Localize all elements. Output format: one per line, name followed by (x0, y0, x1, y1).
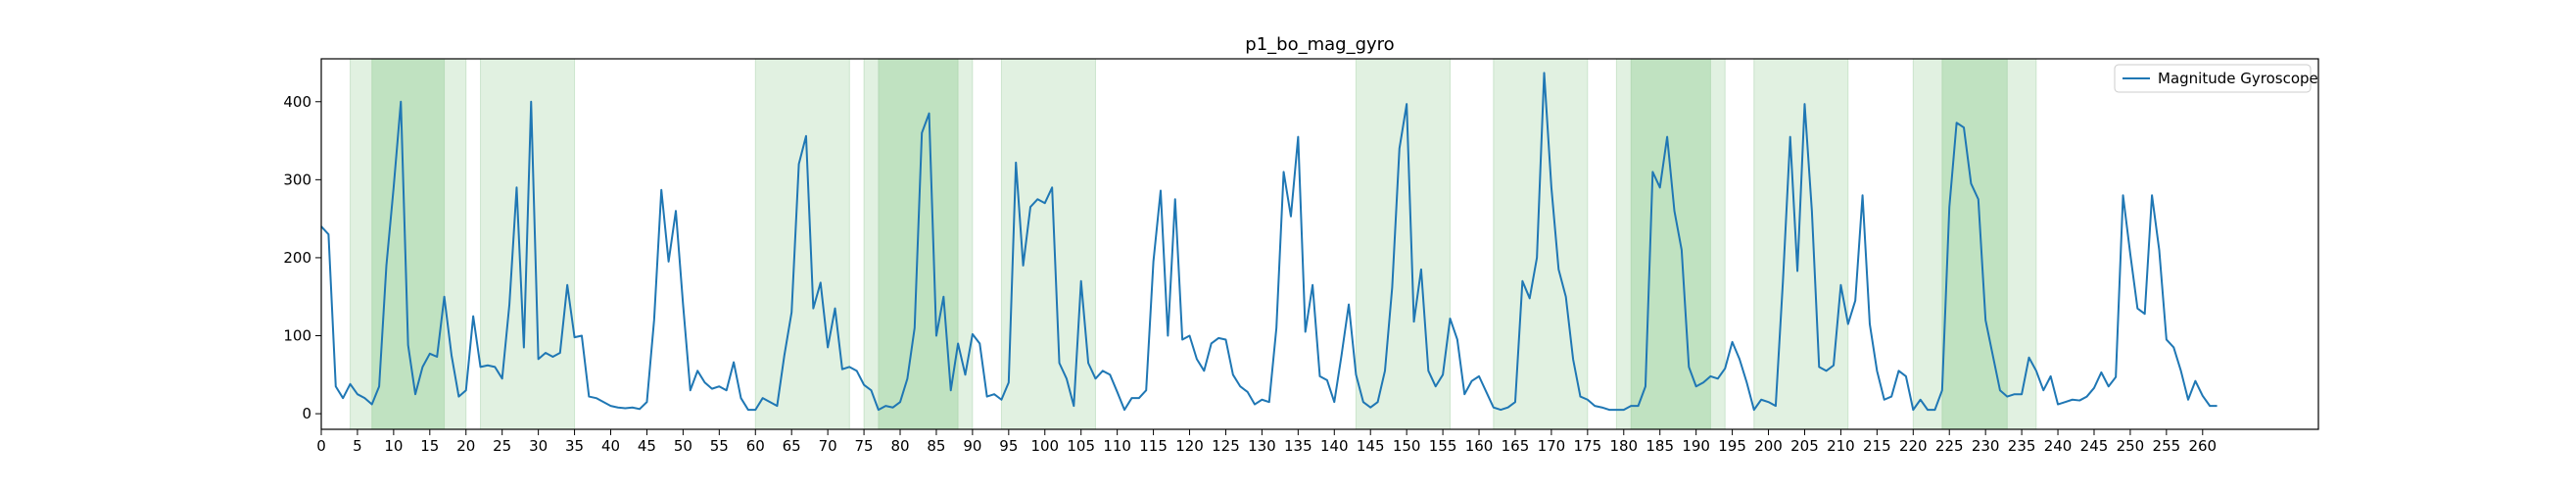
x-axis: 0 5 10 15 20 25 30 35 40 45 50 55 60 65 70 75 80 85 90 95 10… (316, 429, 2217, 455)
plot-frame (320, 58, 2319, 430)
x-tick-label: 75 (855, 437, 874, 455)
x-tick-label: 65 (783, 437, 801, 455)
x-tick-label: 145 (1357, 437, 1385, 455)
x-tick-label: 155 (1429, 437, 1457, 455)
x-tick-label: 100 (1030, 437, 1059, 455)
x-tick-label: 225 (1935, 437, 1964, 455)
x-tick-label: 135 (1284, 437, 1312, 455)
shaded-regions (350, 58, 2037, 430)
x-tick-label: 165 (1502, 437, 1530, 455)
x-tick-label: 50 (674, 437, 692, 455)
x-tick-label: 0 (316, 437, 326, 455)
x-tick-label: 210 (1827, 437, 1855, 455)
x-tick-label: 115 (1139, 437, 1168, 455)
legend: Magnitude Gyroscope (2114, 64, 2318, 93)
x-tick-label: 240 (2044, 437, 2073, 455)
chart-title: p1_bo_mag_gyro (1245, 34, 1394, 55)
x-tick-label: 185 (1646, 437, 1674, 455)
x-tick-label: 235 (2008, 437, 2036, 455)
shaded-region (371, 58, 446, 430)
x-tick-label: 120 (1175, 437, 1204, 455)
x-tick-label: 250 (2117, 437, 2145, 455)
x-tick-label: 125 (1212, 437, 1240, 455)
x-tick-label: 200 (1754, 437, 1783, 455)
x-tick-label: 30 (529, 437, 548, 455)
shaded-region (1355, 58, 1451, 430)
x-tick-label: 190 (1682, 437, 1710, 455)
x-tick-label: 230 (1972, 437, 2000, 455)
x-tick-label: 215 (1863, 437, 1891, 455)
x-tick-label: 95 (999, 437, 1018, 455)
x-tick-label: 80 (890, 437, 909, 455)
x-tick-label: 45 (638, 437, 656, 455)
x-tick-label: 245 (2080, 437, 2109, 455)
x-tick-label: 110 (1103, 437, 1131, 455)
x-tick-label: 25 (493, 437, 511, 455)
shaded-region (1630, 58, 1711, 430)
y-tick-label: 100 (283, 327, 311, 345)
shaded-region (1493, 58, 1589, 430)
x-tick-label: 40 (601, 437, 620, 455)
y-tick-label: 0 (302, 405, 311, 422)
legend-label: Magnitude Gyroscope (2158, 70, 2318, 87)
x-tick-label: 60 (746, 437, 765, 455)
x-tick-label: 105 (1067, 437, 1095, 455)
x-tick-label: 195 (1718, 437, 1746, 455)
shaded-region (754, 58, 850, 430)
x-tick-label: 180 (1609, 437, 1638, 455)
x-tick-label: 130 (1248, 437, 1276, 455)
x-tick-label: 85 (927, 437, 945, 455)
y-tick-label: 200 (283, 249, 311, 267)
x-tick-label: 90 (963, 437, 981, 455)
x-tick-label: 175 (1574, 437, 1602, 455)
shaded-region (1000, 58, 1096, 430)
shaded-region (1753, 58, 1849, 430)
series-line-magnitude-gyroscope (320, 72, 2218, 412)
legend-box (2114, 64, 2312, 93)
x-tick-label: 140 (1320, 437, 1349, 455)
x-tick-label: 220 (1899, 437, 1928, 455)
x-tick-label: 150 (1393, 437, 1421, 455)
y-tick-label: 400 (283, 93, 311, 111)
y-axis: 0 100 200 300 400 (283, 93, 321, 422)
x-tick-label: 260 (2188, 437, 2217, 455)
y-tick-label: 300 (283, 171, 311, 188)
x-tick-label: 205 (1790, 437, 1819, 455)
x-tick-label: 170 (1538, 437, 1566, 455)
x-tick-label: 35 (565, 437, 584, 455)
x-tick-label: 5 (353, 437, 362, 455)
x-tick-label: 15 (420, 437, 439, 455)
x-tick-label: 70 (819, 437, 837, 455)
x-tick-label: 160 (1465, 437, 1494, 455)
x-tick-label: 255 (2153, 437, 2181, 455)
x-tick-label: 10 (384, 437, 403, 455)
x-tick-label: 20 (456, 437, 475, 455)
x-tick-label: 55 (710, 437, 729, 455)
